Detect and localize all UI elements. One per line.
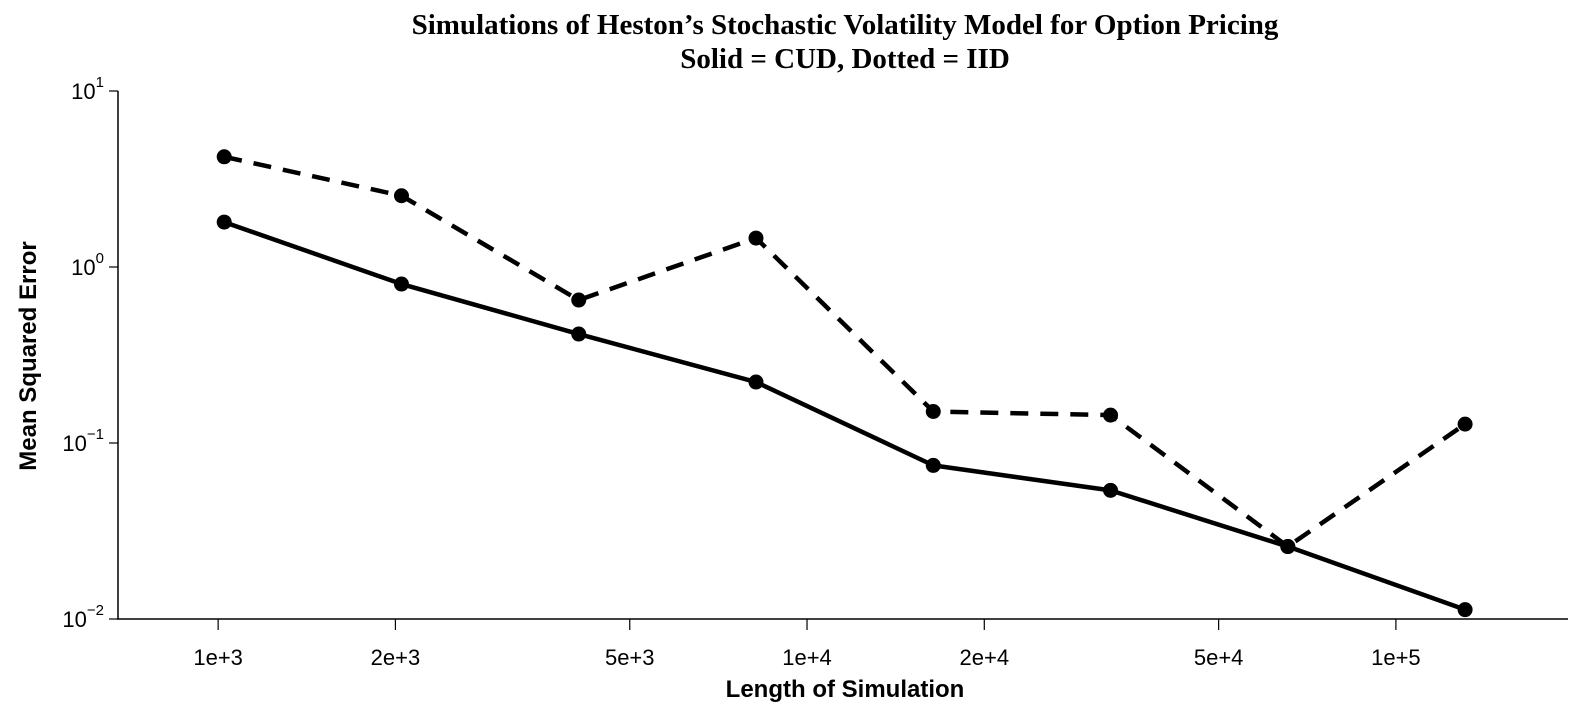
data-point <box>1280 539 1296 555</box>
data-point <box>393 188 409 204</box>
y-tick-base: 10 <box>71 255 95 280</box>
chart-title: Simulations of Heston’s Stochastic Volat… <box>412 9 1279 41</box>
y-tick-label: 100 <box>71 250 104 280</box>
y-tick-base: 10 <box>62 607 86 632</box>
y-tick-base: 10 <box>62 431 86 456</box>
x-tick-label: 1e+5 <box>1371 645 1421 670</box>
y-tick-exponent: −1 <box>87 426 104 443</box>
x-axis-label: Length of Simulation <box>726 676 965 703</box>
y-tick-label: 101 <box>71 74 104 104</box>
data-point <box>1103 482 1119 498</box>
data-point <box>925 457 941 473</box>
x-tick-label: 1e+4 <box>782 645 832 670</box>
x-tick-label: 1e+3 <box>193 645 243 670</box>
data-point <box>925 404 941 420</box>
data-point <box>393 276 409 292</box>
y-tick-label: 10−2 <box>62 602 104 632</box>
y-tick-base: 10 <box>71 79 95 104</box>
data-point <box>1457 416 1473 432</box>
data-point <box>571 326 587 342</box>
x-tick-label: 2e+3 <box>371 645 421 670</box>
data-point <box>748 230 764 246</box>
chart-subtitle: Solid = CUD, Dotted = IID <box>680 43 1010 75</box>
data-point <box>216 214 232 230</box>
x-tick-label: 5e+3 <box>605 645 655 670</box>
y-tick-exponent: −2 <box>87 602 104 619</box>
y-tick-exponent: 0 <box>96 250 104 267</box>
x-tick-label: 5e+4 <box>1194 645 1244 670</box>
data-point <box>748 374 764 390</box>
data-point <box>1457 602 1473 618</box>
data-point <box>571 292 587 308</box>
y-tick-exponent: 1 <box>96 74 104 91</box>
data-point <box>216 149 232 165</box>
y-tick-label: 10−1 <box>62 426 104 456</box>
data-point <box>1103 407 1119 423</box>
series-line <box>223 154 1467 549</box>
x-tick-label: 2e+4 <box>960 645 1010 670</box>
series-line <box>223 219 1466 612</box>
y-axis-label: Mean Squared Error <box>15 241 42 470</box>
